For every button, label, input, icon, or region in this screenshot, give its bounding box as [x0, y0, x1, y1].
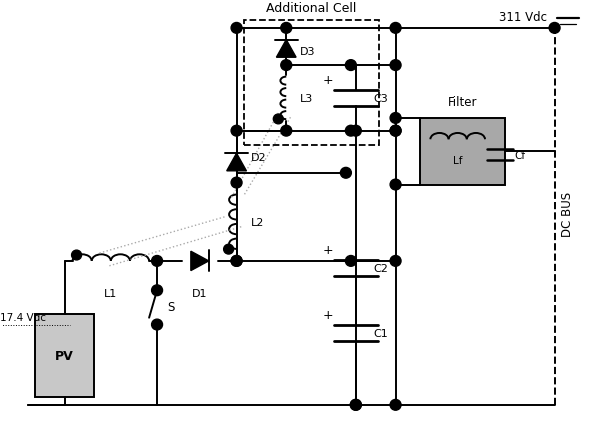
Circle shape: [549, 23, 560, 34]
Polygon shape: [277, 40, 296, 58]
Bar: [421, 119, 505, 185]
Circle shape: [390, 256, 401, 267]
Circle shape: [390, 399, 401, 410]
Text: 311 Vdc: 311 Vdc: [499, 11, 547, 24]
Circle shape: [350, 126, 361, 137]
Bar: [35, 314, 94, 397]
Circle shape: [390, 23, 401, 34]
Text: C3: C3: [374, 94, 388, 104]
Text: 17.4 Vdc: 17.4 Vdc: [0, 312, 46, 322]
Text: Additional Cell: Additional Cell: [266, 2, 356, 15]
Circle shape: [281, 126, 292, 137]
Text: L1: L1: [104, 289, 118, 298]
Text: D1: D1: [192, 289, 208, 298]
Text: +: +: [323, 308, 334, 321]
Text: D3: D3: [300, 47, 316, 57]
Circle shape: [281, 23, 292, 34]
Circle shape: [231, 23, 242, 34]
Circle shape: [281, 61, 292, 71]
Circle shape: [274, 115, 283, 125]
Text: S: S: [167, 301, 175, 314]
Circle shape: [231, 256, 242, 267]
Polygon shape: [191, 252, 209, 271]
Text: Filter: Filter: [448, 96, 478, 109]
Text: C1: C1: [374, 328, 388, 338]
Circle shape: [350, 399, 361, 410]
Circle shape: [224, 245, 233, 255]
Text: +: +: [323, 74, 334, 87]
Circle shape: [152, 319, 163, 330]
Text: Cf: Cf: [515, 150, 526, 160]
Circle shape: [231, 178, 242, 188]
Text: D2: D2: [250, 152, 266, 162]
Text: +: +: [323, 243, 334, 256]
Circle shape: [152, 285, 163, 296]
Circle shape: [71, 251, 82, 260]
Text: Lf: Lf: [453, 156, 463, 166]
Circle shape: [390, 180, 401, 190]
Circle shape: [390, 61, 401, 71]
Text: DC BUS: DC BUS: [560, 192, 574, 237]
Circle shape: [346, 61, 356, 71]
Text: L2: L2: [250, 217, 264, 227]
Text: L3: L3: [300, 94, 313, 104]
Circle shape: [390, 113, 401, 124]
Text: PV: PV: [55, 350, 74, 362]
Circle shape: [350, 399, 361, 410]
Circle shape: [340, 168, 352, 179]
Circle shape: [231, 126, 242, 137]
Circle shape: [346, 126, 356, 137]
Circle shape: [231, 256, 242, 267]
Circle shape: [152, 256, 163, 267]
Bar: [244, 21, 379, 146]
Polygon shape: [227, 154, 247, 172]
Circle shape: [346, 256, 356, 267]
Text: C2: C2: [374, 263, 389, 273]
Circle shape: [390, 126, 401, 137]
Circle shape: [390, 126, 401, 137]
